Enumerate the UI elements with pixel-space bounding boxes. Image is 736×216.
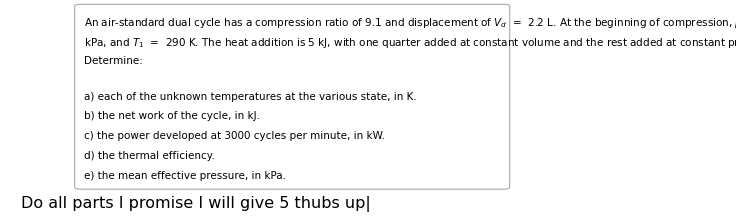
Text: a) each of the unknown temperatures at the various state, in K.: a) each of the unknown temperatures at t… <box>84 92 417 102</box>
Text: An air-standard dual cycle has a compression ratio of 9.1 and displacement of $V: An air-standard dual cycle has a compres… <box>84 16 736 30</box>
Text: e) the mean effective pressure, in kPa.: e) the mean effective pressure, in kPa. <box>84 171 286 181</box>
Text: kPa, and $T_1$  =  290 K. The heat addition is 5 kJ, with one quarter added at c: kPa, and $T_1$ = 290 K. The heat additio… <box>84 36 736 50</box>
Text: d) the thermal efficiency.: d) the thermal efficiency. <box>84 151 215 161</box>
Text: c) the power developed at 3000 cycles per minute, in kW.: c) the power developed at 3000 cycles pe… <box>84 131 385 141</box>
Text: b) the net work of the cycle, in kJ.: b) the net work of the cycle, in kJ. <box>84 111 260 121</box>
Text: Do all parts I promise I will give 5 thubs up|: Do all parts I promise I will give 5 thu… <box>21 196 370 212</box>
Text: Determine:: Determine: <box>84 56 143 66</box>
FancyBboxPatch shape <box>74 4 510 189</box>
